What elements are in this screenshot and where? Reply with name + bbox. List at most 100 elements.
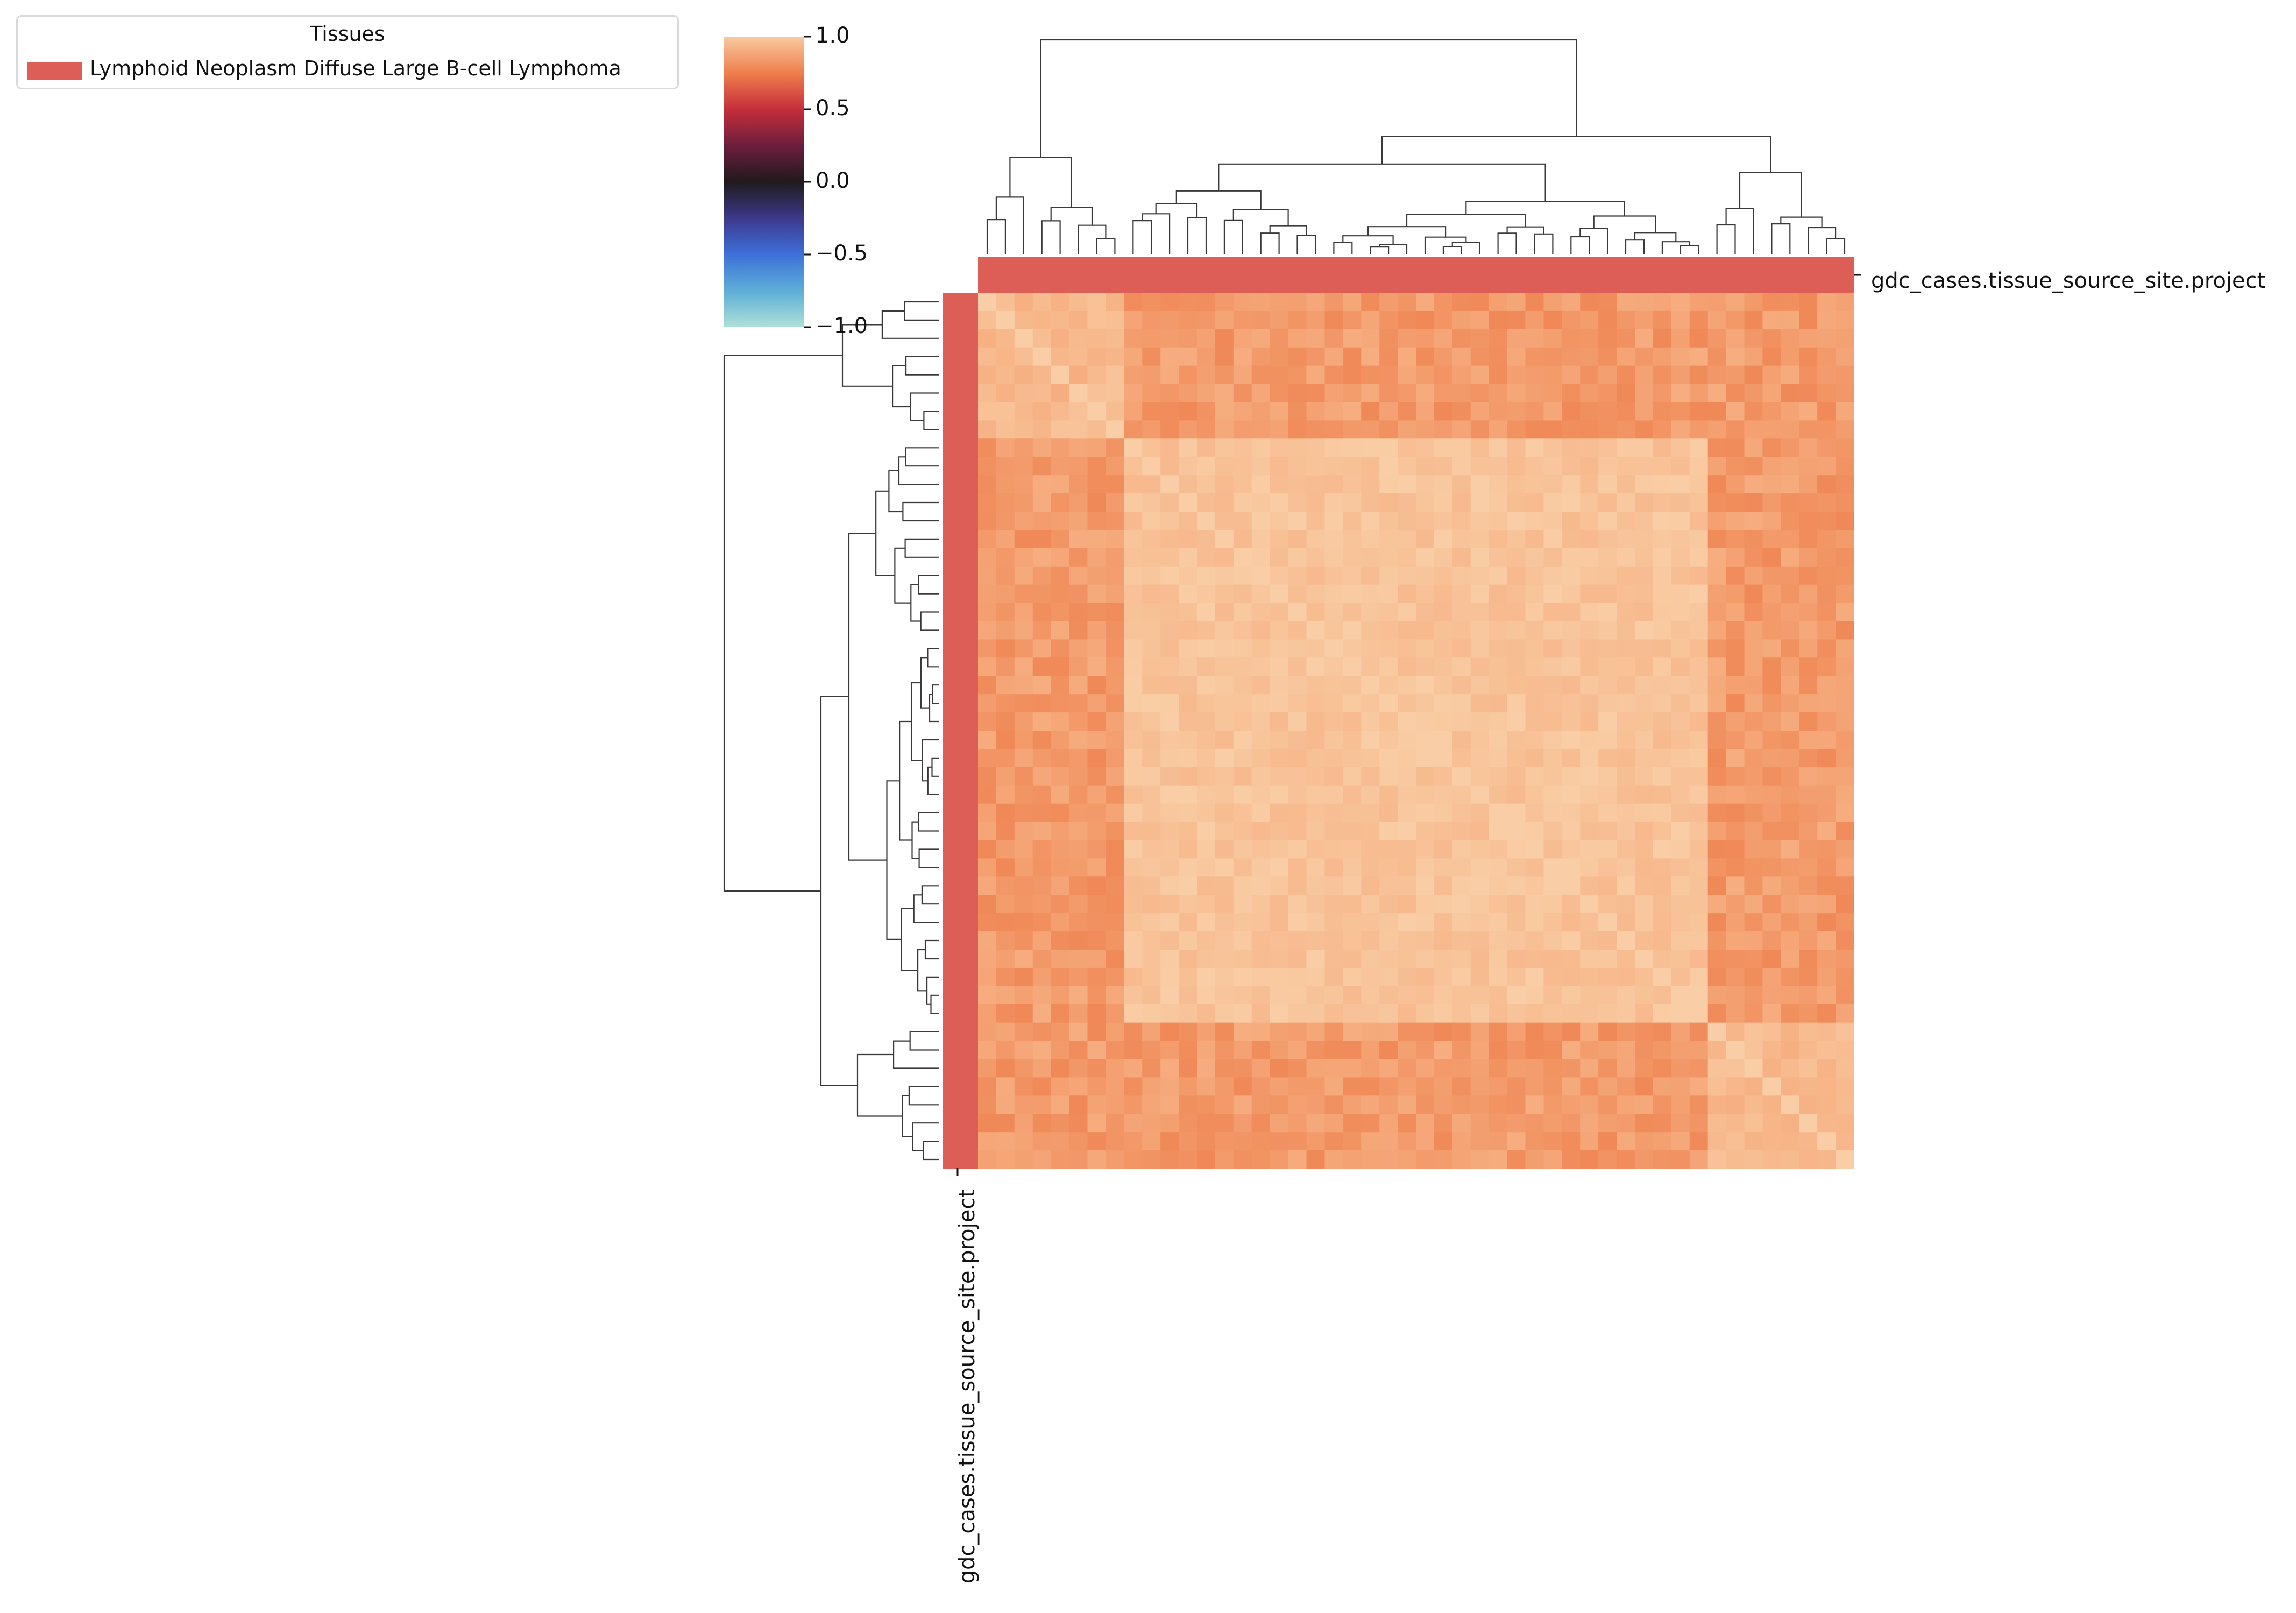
heatmap-cell (1270, 712, 1289, 731)
heatmap-cell (1324, 694, 1343, 713)
heatmap-cell (1671, 1077, 1690, 1096)
heatmap-cell (1525, 1022, 1544, 1042)
heatmap-cell (1580, 365, 1599, 385)
heatmap-cell (1324, 621, 1343, 640)
heatmap-cell (1416, 475, 1435, 494)
heatmap-cell (1179, 639, 1197, 658)
heatmap-cell (1562, 822, 1581, 841)
column-dendrogram-link (1142, 213, 1171, 254)
heatmap-cell (1507, 950, 1526, 968)
heatmap-cell (1142, 493, 1161, 512)
heatmap-cell (1306, 529, 1326, 549)
heatmap-cell (1051, 1095, 1070, 1114)
heatmap-cell (1361, 420, 1380, 439)
heatmap-cell (1507, 1077, 1526, 1096)
heatmap-cell (1707, 438, 1727, 457)
heatmap-cell (1379, 840, 1398, 859)
heatmap-cell (1014, 931, 1033, 950)
heatmap-cell (1379, 712, 1398, 731)
heatmap-cell (1671, 293, 1690, 312)
heatmap-cell (1507, 822, 1526, 841)
row-dendrogram-link (921, 885, 939, 905)
heatmap-cell (1799, 639, 1818, 658)
heatmap-cell (1233, 438, 1252, 457)
heatmap-cell (1051, 767, 1070, 786)
heatmap-cell (1507, 986, 1526, 1005)
heatmap-cell (1707, 822, 1727, 841)
heatmap-cell (1726, 1041, 1745, 1060)
heatmap-cell (1452, 529, 1471, 549)
column-annotation-bar (978, 257, 1854, 293)
heatmap-cell (1324, 1150, 1343, 1169)
heatmap-cell (978, 529, 997, 549)
heatmap-cell (1799, 876, 1818, 895)
heatmap-cell (1051, 712, 1070, 731)
heatmap-cell (1836, 457, 1854, 476)
column-dendrogram-link (1725, 208, 1754, 254)
heatmap-cell (1179, 967, 1197, 987)
heatmap-cell (1343, 1132, 1362, 1151)
heatmap-cell (1142, 676, 1161, 695)
heatmap-cell (1525, 712, 1544, 731)
heatmap-cell (1562, 457, 1581, 476)
heatmap-cell (1197, 1114, 1216, 1133)
heatmap-cell (1124, 402, 1143, 421)
heatmap-cell (1306, 876, 1326, 895)
heatmap-cell (1160, 1077, 1179, 1096)
heatmap-cell (1617, 1059, 1635, 1078)
heatmap-cell (1398, 1022, 1416, 1042)
column-dendrogram-link (1424, 236, 1467, 254)
heatmap-cell (1817, 457, 1836, 476)
heatmap-cell (978, 1150, 997, 1169)
heatmap-cell (1288, 475, 1307, 494)
heatmap-cell (1434, 420, 1453, 439)
heatmap-cell (1525, 803, 1544, 823)
heatmap-cell (978, 402, 997, 421)
heatmap-cell (1762, 748, 1781, 768)
heatmap-cell (1671, 1004, 1690, 1023)
heatmap-cell (1489, 1022, 1508, 1042)
heatmap-cell (1489, 840, 1508, 859)
heatmap-cell (1799, 657, 1818, 676)
heatmap-cell (1306, 438, 1326, 457)
heatmap-cell (1817, 858, 1836, 877)
heatmap-cell (1452, 402, 1471, 421)
heatmap-cell (1197, 694, 1216, 713)
heatmap-cell (1069, 748, 1088, 768)
heatmap-cell (1817, 365, 1836, 385)
heatmap-cell (1452, 858, 1471, 877)
heatmap-cell (1817, 895, 1836, 914)
heatmap-cell (1707, 931, 1727, 950)
heatmap-cell (1762, 1132, 1781, 1151)
heatmap-cell (1124, 529, 1143, 549)
heatmap-cell (1087, 950, 1107, 968)
heatmap-cell (1489, 402, 1508, 421)
heatmap-cell (1671, 475, 1690, 494)
heatmap-cell (1142, 1059, 1161, 1078)
heatmap-cell (1215, 1114, 1234, 1133)
heatmap-cell (1361, 475, 1380, 494)
heatmap-cell (1306, 1132, 1326, 1151)
heatmap-cell (1689, 785, 1709, 804)
heatmap-cell (1726, 913, 1745, 932)
heatmap-cell (1617, 402, 1635, 421)
heatmap-cell (1032, 1041, 1052, 1060)
heatmap-cell (1452, 657, 1471, 676)
heatmap-cell (1489, 950, 1508, 968)
heatmap-cell (1836, 731, 1854, 749)
heatmap-cell (1197, 1150, 1216, 1169)
heatmap-cell (1270, 365, 1289, 385)
heatmap-cell (1288, 1077, 1307, 1096)
heatmap-cell (1762, 584, 1781, 604)
heatmap-cell (1580, 603, 1599, 622)
heatmap-cell (1014, 566, 1033, 585)
heatmap-cell (1598, 1022, 1617, 1042)
heatmap-cell (1598, 876, 1617, 895)
column-annotation-strip (978, 257, 1854, 293)
heatmap-cell (1452, 548, 1471, 567)
heatmap-cell (1799, 329, 1818, 348)
heatmap-cell (1617, 1132, 1635, 1151)
heatmap-cell (1580, 1077, 1599, 1096)
heatmap-cell (1416, 876, 1435, 895)
heatmap-cell (1707, 347, 1727, 366)
